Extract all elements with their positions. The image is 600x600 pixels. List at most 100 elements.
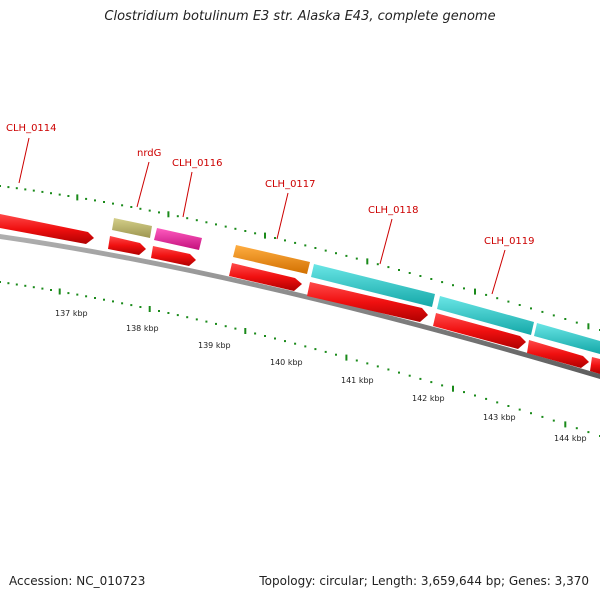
cds-arrow[interactable] (527, 340, 589, 368)
minor-tick (103, 201, 105, 203)
minor-tick (335, 353, 337, 356)
minor-tick (7, 186, 10, 189)
minor-tick (264, 335, 266, 337)
scale-label: 137 kbp (55, 309, 88, 318)
minor-tick (335, 252, 337, 255)
minor-tick (103, 298, 105, 301)
accession-text: Accession: NC_010723 (9, 574, 146, 588)
minor-tick (430, 278, 433, 280)
inner-tick-track (0, 281, 600, 437)
major-tick (58, 288, 61, 295)
minor-tick (530, 307, 532, 310)
scale-label: 143 kbp (483, 413, 516, 422)
gene-label: CLH_0117 (265, 179, 316, 190)
minor-tick (254, 332, 257, 335)
minor-tick (215, 322, 217, 325)
minor-tick (234, 227, 237, 230)
minor-tick (158, 211, 160, 214)
major-tick (264, 232, 266, 239)
cds-arrow[interactable] (151, 246, 196, 266)
minor-tick (496, 297, 499, 300)
minor-tick (587, 431, 590, 434)
minor-tick (94, 199, 96, 202)
cds-arrow[interactable] (590, 357, 600, 374)
gene-label: CLH_0119 (484, 236, 535, 247)
gene-nrdG[interactable] (112, 218, 152, 238)
gene-CLH_0119[interactable] (437, 296, 534, 335)
minor-tick (575, 427, 578, 430)
scale-label: 142 kbp (412, 394, 445, 403)
major-tick (148, 306, 151, 312)
minor-tick (15, 187, 18, 190)
minor-tick (205, 320, 208, 323)
gene-label: CLH_0118 (368, 205, 419, 216)
minor-tick (485, 397, 488, 400)
minor-tick (474, 394, 476, 397)
minor-tick (148, 209, 151, 212)
cds-arrow[interactable] (433, 313, 526, 349)
scale-label: 140 kbp (270, 358, 303, 367)
cds-arrow[interactable] (229, 263, 302, 291)
minor-tick (41, 287, 44, 290)
minor-tick (176, 215, 179, 218)
minor-tick (463, 287, 465, 290)
minor-tick (387, 368, 390, 371)
minor-tick (345, 254, 348, 257)
minor-tick (24, 284, 27, 287)
minor-tick (324, 350, 327, 353)
minor-tick (376, 263, 379, 266)
minor-tick (496, 401, 499, 404)
minor-tick (355, 359, 358, 362)
gene-next[interactable] (534, 323, 600, 354)
gene-CLH_0117[interactable] (233, 245, 310, 274)
minor-tick (463, 391, 465, 394)
minor-tick (186, 217, 189, 220)
gene-label: CLH_0116 (172, 158, 223, 169)
minor-tick (121, 204, 124, 207)
minor-tick (552, 314, 555, 317)
minor-tick (139, 207, 142, 210)
minor-tick (234, 327, 237, 330)
minor-tick (139, 306, 142, 308)
minor-tick (430, 381, 433, 384)
minor-tick (94, 297, 96, 299)
minor-tick (314, 247, 317, 249)
minor-tick (398, 371, 400, 374)
cds-arrow[interactable] (108, 236, 146, 255)
minor-tick (419, 377, 422, 380)
minor-tick (195, 219, 198, 222)
minor-tick (304, 345, 307, 348)
major-tick (76, 194, 79, 201)
genome-summary-text: Topology: circular; Length: 3,659,644 bp… (259, 574, 589, 588)
major-tick (564, 421, 567, 428)
minor-tick (85, 197, 88, 200)
minor-tick (530, 412, 532, 415)
cds-arrow[interactable] (0, 214, 94, 244)
minor-tick (7, 282, 10, 285)
minor-tick (76, 293, 79, 296)
minor-tick (408, 374, 411, 377)
minor-tick (408, 272, 411, 274)
scale-labels: 137 kbp 138 kbp 139 kbp 140 kbp 141 kbp … (55, 309, 587, 443)
minor-tick (507, 300, 510, 303)
minor-tick (32, 286, 35, 289)
minor-tick (112, 300, 114, 303)
gene-CLH_0116[interactable] (154, 228, 202, 250)
minor-tick (284, 239, 286, 242)
minor-tick (355, 257, 358, 260)
minor-tick (176, 314, 179, 317)
minor-tick (564, 318, 567, 320)
cds-row-lower (0, 214, 600, 374)
major-tick (452, 385, 454, 392)
major-tick (244, 328, 247, 334)
minor-tick (24, 188, 27, 191)
gene-CLH_0118[interactable] (311, 264, 435, 307)
minor-tick (485, 293, 488, 296)
gene-row-upper (112, 218, 600, 354)
cds-arrow[interactable] (307, 282, 428, 322)
minor-tick (130, 304, 133, 307)
minor-tick (112, 202, 114, 205)
minor-tick (58, 193, 61, 196)
minor-tick (441, 384, 444, 387)
major-tick (474, 288, 476, 295)
